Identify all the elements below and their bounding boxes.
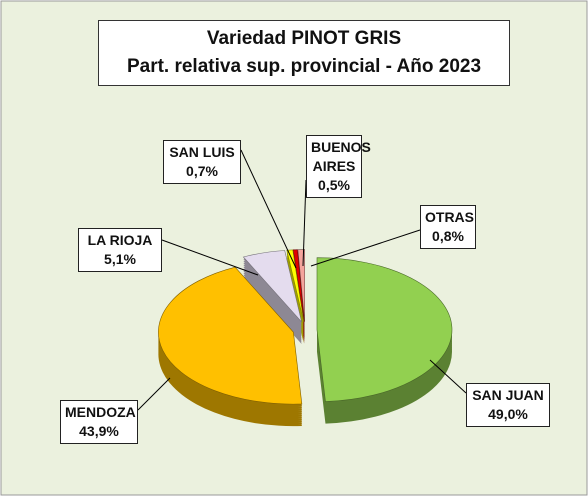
leader-line	[429, 359, 467, 394]
chart-title: Variedad PINOT GRIS	[206, 28, 402, 49]
data-label: MENDOZA 43,9%	[60, 400, 138, 444]
data-label: LA RIOJA 5,1%	[78, 228, 162, 272]
pie-slice	[242, 250, 302, 344]
value-label: 0,8%	[432, 228, 464, 244]
leader-line	[310, 229, 421, 267]
pie-slice	[316, 257, 453, 424]
category-label: SAN JUAN	[472, 387, 544, 403]
category-label: SAN LUIS	[169, 144, 235, 160]
value-label: 43,9%	[79, 423, 119, 439]
pie-slice	[158, 266, 303, 427]
data-label: SAN JUAN 49,0%	[466, 383, 550, 427]
data-label: OTRAS 0,8%	[420, 205, 476, 249]
category-label: LA RIOJA	[87, 232, 153, 248]
data-label: BUENOS AIRES 0,5%	[306, 135, 371, 198]
leader-line	[240, 149, 297, 269]
value-label: 0,7%	[186, 163, 218, 179]
slice-top	[297, 249, 305, 322]
leader-line	[137, 377, 171, 411]
value-label: 49,0%	[488, 406, 528, 422]
leader-line	[302, 179, 307, 267]
category-label: OTRAS	[425, 209, 474, 225]
value-label: 0,5%	[318, 177, 350, 193]
category-label: BUENOS AIRES	[311, 139, 371, 174]
slice-top	[286, 249, 305, 322]
title-box: Variedad PINOT GRIS Part. relativa sup. …	[98, 20, 510, 86]
chart-subtitle: Part. relativa sup. provincial - Año 202…	[126, 56, 482, 77]
leader-line	[161, 239, 259, 276]
category-label: MENDOZA	[65, 404, 136, 420]
slice-top	[158, 266, 303, 405]
slice-top	[316, 257, 453, 402]
slice-top	[242, 250, 302, 323]
data-label: SAN LUIS 0,7%	[163, 140, 241, 184]
value-label: 5,1%	[104, 251, 136, 267]
